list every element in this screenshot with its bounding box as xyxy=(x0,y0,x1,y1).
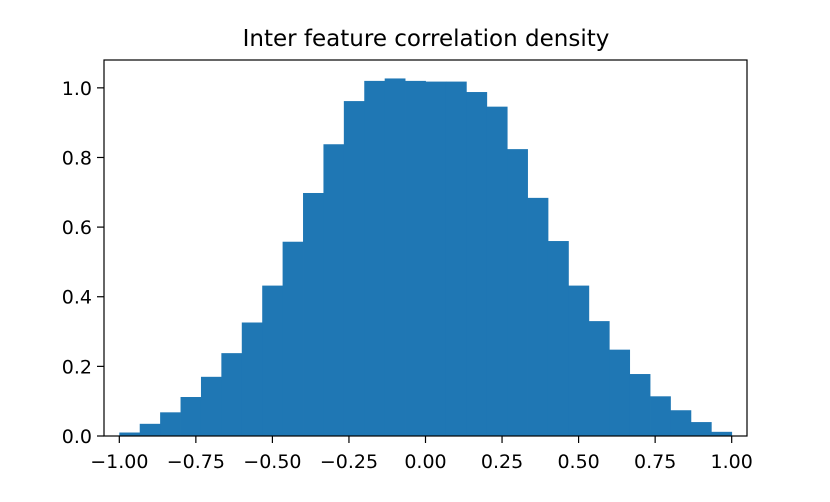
y-tick-label: 0.6 xyxy=(62,217,92,239)
histogram-bar xyxy=(425,81,447,437)
x-axis-ticks: −1.00 −0.75 −0.50 −0.25 0.00 0.25 0.50 0.75 1.00 xyxy=(90,436,753,473)
y-tick-label: 0.2 xyxy=(62,356,92,378)
histogram-bar xyxy=(629,374,651,436)
histogram-bar xyxy=(323,144,345,437)
histogram-bar xyxy=(466,92,488,436)
histogram-bar xyxy=(119,432,141,436)
histogram-bar xyxy=(609,349,631,436)
x-tick-label: 0.75 xyxy=(634,451,676,473)
histogram-bar xyxy=(445,81,467,437)
histogram-bar xyxy=(527,197,549,436)
x-tick-label: 1.00 xyxy=(711,451,753,473)
histogram-bar xyxy=(139,423,161,436)
histogram-bar xyxy=(364,80,386,436)
y-tick-label: 0.4 xyxy=(62,287,92,309)
histogram-bar xyxy=(160,412,181,436)
x-tick-label: −0.25 xyxy=(320,451,378,473)
x-tick-label: 0.25 xyxy=(481,451,523,473)
y-axis-ticks: 0.0 0.2 0.4 0.6 0.8 1.0 xyxy=(62,78,104,448)
x-tick-label: −0.50 xyxy=(243,451,301,473)
histogram-bar xyxy=(547,241,569,436)
histogram-bar xyxy=(568,285,590,436)
histogram-bar xyxy=(384,78,406,437)
plot-frame xyxy=(103,59,748,437)
x-tick-label: 0.00 xyxy=(404,451,446,473)
histogram-bar xyxy=(200,376,222,436)
x-tick-label: −1.00 xyxy=(90,451,148,473)
x-tick-label: 0.50 xyxy=(557,451,599,473)
histogram-bars xyxy=(119,78,733,437)
histogram-bar xyxy=(486,106,508,436)
histogram-bar xyxy=(690,422,712,436)
x-tick-label: −0.75 xyxy=(167,451,225,473)
y-tick-label: 0.0 xyxy=(62,426,92,448)
histogram-bar xyxy=(711,431,733,436)
histogram-bar xyxy=(343,101,365,436)
histogram-bar xyxy=(588,321,610,436)
histogram-bar xyxy=(180,397,202,436)
histogram-bar xyxy=(650,396,671,436)
histogram-bar xyxy=(221,353,243,436)
y-tick-label: 0.8 xyxy=(62,147,92,169)
histogram-bar xyxy=(670,410,692,436)
y-tick-label: 1.0 xyxy=(62,78,92,100)
histogram-bar xyxy=(303,192,324,436)
histogram-bar xyxy=(405,80,426,436)
histogram-bar xyxy=(507,149,528,437)
histogram-bar xyxy=(241,322,263,436)
histogram-bar xyxy=(282,241,304,436)
histogram-bar xyxy=(262,285,284,436)
chart-title: Inter feature correlation density xyxy=(243,26,610,52)
